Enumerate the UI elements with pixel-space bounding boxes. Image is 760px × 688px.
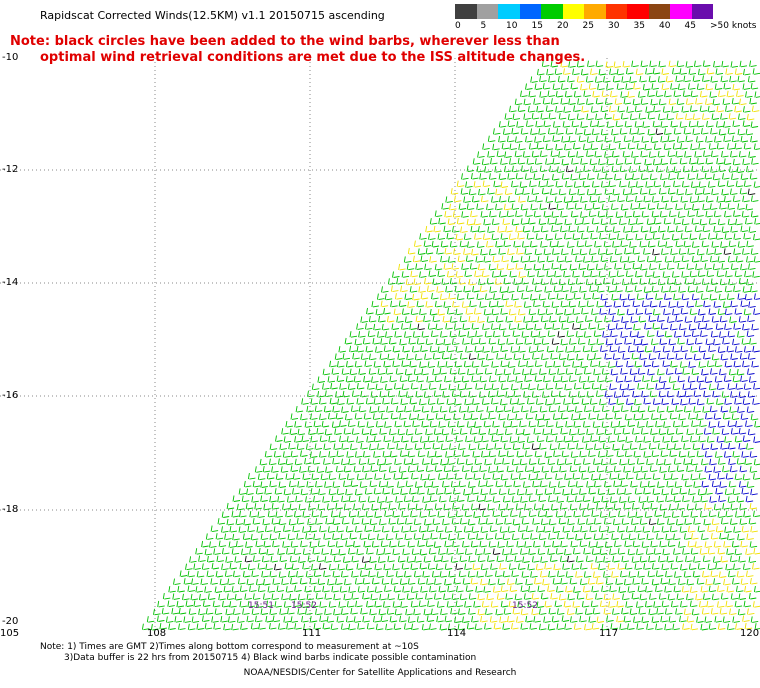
longitude-label: 120 [740,628,760,639]
legend-swatch [498,4,520,19]
footer-note-1: Note: 1) Times are GMT 2)Times along bot… [40,642,419,652]
longitude-label: 111 [302,628,322,639]
legend-swatch [670,4,692,19]
legend-swatch [519,4,541,19]
legend-tick-label: 30 [608,21,620,31]
legend-swatch [562,4,584,19]
latitude-label: -10 [2,52,19,63]
altitude-note: Note: black circles have been added to t… [10,34,586,66]
legend-swatch [476,4,498,19]
legend-swatch [541,4,563,19]
latitude-label: -20 [2,616,19,627]
latitude-label: -12 [2,164,19,175]
latitude-label: -18 [2,504,19,515]
legend-tick-label: 25 [582,21,594,31]
legend-ticks: 0 5 10 15 20 25 30 35 40 45 >50 knots [455,19,757,33]
time-label: 15:52 [512,601,538,611]
note-line-2: optimal wind retrieval conditions are me… [40,50,586,65]
legend-swatch [691,4,713,19]
longitude-label: 105 [0,628,20,639]
legend-tick-label: 5 [480,21,487,31]
time-label: 15:52 [291,601,317,611]
wind-barb-group [141,60,760,631]
legend-swatch [627,4,649,19]
wind-barb-group [244,128,756,571]
map-title: Rapidscat Corrected Winds(12.5KM) v1.1 2… [40,9,385,22]
longitude-label: 114 [447,628,467,639]
legend-swatch [455,4,477,19]
legend-swatch [584,4,606,19]
legend-swatches [455,4,715,19]
footer-note-2: 3)Data buffer is 22 hrs from 20150715 4)… [64,653,477,663]
legend-tick-label: 45 [684,21,696,31]
legend-swatch [648,4,670,19]
longitude-label: 117 [599,628,619,639]
legend-tick-label: >50 knots [710,21,757,31]
legend-tick-label: 0 [455,21,461,31]
wind-barbs [141,60,760,631]
time-label: 15:51 [248,601,274,611]
legend-tick-label: 15 [531,21,543,31]
legend-tick-label: 40 [659,21,671,31]
legend-tick-label: 10 [506,21,518,31]
latitude-label: -16 [2,390,19,401]
longitude-label: 108 [147,628,167,639]
wind-barb-group [380,60,760,631]
credit-line: NOAA/NESDIS/Center for Satellite Applica… [243,668,517,678]
wind-speed-legend: 0 5 10 15 20 25 30 35 40 45 >50 knots [455,4,757,36]
legend-tick-label: 20 [557,21,569,31]
footer-notes: Note: 1) Times are GMT 2)Times along bot… [40,642,476,664]
legend-swatch [605,4,627,19]
note-line-1: Note: black circles have been added to t… [10,34,560,49]
wind-barb-group [599,293,760,503]
latitude-label: -14 [2,277,19,288]
legend-tick-label: 35 [633,21,645,31]
